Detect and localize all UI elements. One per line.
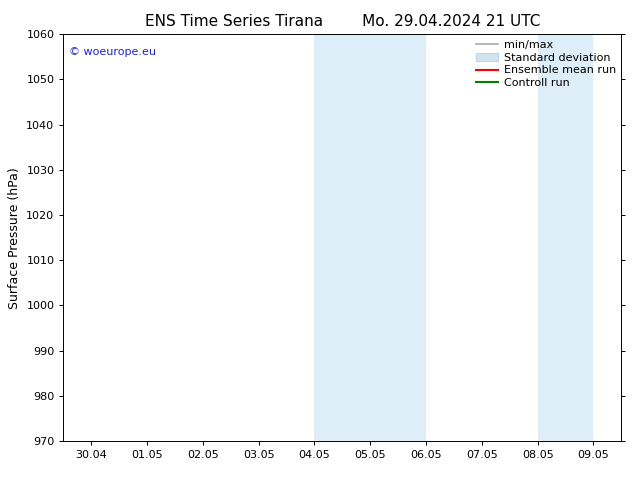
Y-axis label: Surface Pressure (hPa): Surface Pressure (hPa) — [8, 167, 21, 309]
Text: © woeurope.eu: © woeurope.eu — [69, 47, 156, 56]
Bar — [538, 34, 593, 441]
Bar — [370, 34, 426, 441]
Title: ENS Time Series Tirana        Mo. 29.04.2024 21 UTC: ENS Time Series Tirana Mo. 29.04.2024 21… — [145, 14, 540, 29]
Bar — [314, 34, 370, 441]
Legend: min/max, Standard deviation, Ensemble mean run, Controll run: min/max, Standard deviation, Ensemble me… — [474, 38, 618, 91]
